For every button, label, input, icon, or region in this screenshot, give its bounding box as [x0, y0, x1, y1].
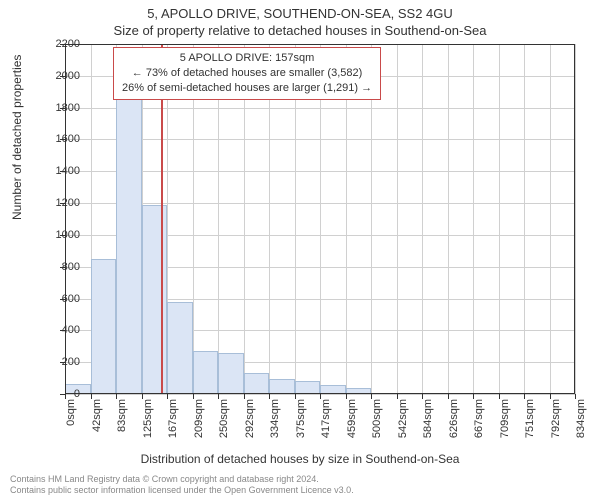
xtick-label: 500sqm	[371, 399, 383, 449]
footer-line-1: Contains HM Land Registry data © Crown c…	[10, 474, 354, 485]
annotation-box: 5 APOLLO DRIVE: 157sqm← 73% of detached …	[113, 47, 381, 100]
page-title: 5, APOLLO DRIVE, SOUTHEND-ON-SEA, SS2 4G…	[0, 0, 600, 21]
y-axis-label: Number of detached properties	[10, 55, 24, 220]
annotation-line: 26% of semi-detached houses are larger (…	[122, 81, 372, 96]
footer-line-2: Contains public sector information licen…	[10, 485, 354, 496]
ytick-label: 0	[40, 388, 80, 400]
xtick-label: 459sqm	[346, 399, 358, 449]
xtick-label: 334sqm	[269, 399, 281, 449]
ytick-label: 600	[40, 293, 80, 305]
xtick-label: 167sqm	[167, 399, 179, 449]
xtick-label: 417sqm	[320, 399, 332, 449]
xtick-label: 667sqm	[473, 399, 485, 449]
xtick-label: 834sqm	[575, 399, 587, 449]
ytick-label: 1200	[40, 197, 80, 209]
ytick-label: 1600	[40, 133, 80, 145]
xtick-label: 375sqm	[295, 399, 307, 449]
ytick-label: 200	[40, 356, 80, 368]
xtick-label: 709sqm	[499, 399, 511, 449]
xtick-label: 42sqm	[91, 399, 103, 449]
xtick-label: 0sqm	[65, 399, 77, 449]
ytick-label: 2200	[40, 38, 80, 50]
page-subtitle: Size of property relative to detached ho…	[0, 21, 600, 38]
x-axis-label: Distribution of detached houses by size …	[0, 452, 600, 466]
xtick-label: 626sqm	[448, 399, 460, 449]
ytick-label: 1800	[40, 102, 80, 114]
xtick-label: 250sqm	[218, 399, 230, 449]
xtick-label: 209sqm	[193, 399, 205, 449]
plot-area: 0sqm42sqm83sqm125sqm167sqm209sqm250sqm29…	[65, 44, 575, 394]
ytick-label: 2000	[40, 70, 80, 82]
chart: 0sqm42sqm83sqm125sqm167sqm209sqm250sqm29…	[65, 44, 575, 394]
footer-attribution: Contains HM Land Registry data © Crown c…	[10, 474, 354, 497]
annotation-line: 5 APOLLO DRIVE: 157sqm	[122, 51, 372, 66]
xtick-label: 83sqm	[116, 399, 128, 449]
ytick-label: 400	[40, 324, 80, 336]
ytick-label: 800	[40, 261, 80, 273]
xtick-label: 751sqm	[524, 399, 536, 449]
xtick-label: 792sqm	[550, 399, 562, 449]
ytick-label: 1400	[40, 165, 80, 177]
xtick-label: 584sqm	[422, 399, 434, 449]
xtick-label: 542sqm	[397, 399, 409, 449]
xtick-label: 125sqm	[142, 399, 154, 449]
gridline-v	[575, 44, 576, 394]
xtick-label: 292sqm	[244, 399, 256, 449]
annotation-line: ← 73% of detached houses are smaller (3,…	[122, 66, 372, 81]
ytick-label: 1000	[40, 229, 80, 241]
